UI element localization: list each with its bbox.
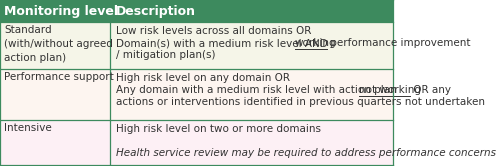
Text: Domain(s) with a medium risk level AND: Domain(s) with a medium risk level AND [116, 38, 331, 48]
Text: High risk level on two or more domains: High risk level on two or more domains [116, 124, 321, 133]
Text: High risk level on any domain OR: High risk level on any domain OR [116, 73, 290, 83]
Text: Performance support: Performance support [4, 72, 114, 83]
Text: Health service review may be required to address performance concerns: Health service review may be required to… [116, 148, 496, 158]
Bar [0, 22, 393, 69]
Text: Description: Description [116, 5, 196, 18]
Text: / mitigation plan(s): / mitigation plan(s) [116, 50, 216, 60]
Text: not working: not working [359, 85, 421, 95]
Text: Intensive: Intensive [4, 123, 52, 133]
Bar [0, 120, 393, 166]
Text: Any domain with a medium risk level with action plan: Any domain with a medium risk level with… [116, 85, 400, 95]
Text: OR any: OR any [410, 85, 451, 95]
Text: Monitoring level: Monitoring level [4, 5, 118, 18]
Bar [0, 0, 393, 22]
Text: working: working [295, 38, 337, 48]
Text: actions or interventions identified in previous quarters not undertaken: actions or interventions identified in p… [116, 97, 485, 107]
Text: Low risk levels across all domains OR: Low risk levels across all domains OR [116, 26, 312, 36]
Bar [0, 69, 393, 120]
Text: performance improvement: performance improvement [327, 38, 470, 48]
Text: Standard
(with/without agreed
action plan): Standard (with/without agreed action pla… [4, 25, 113, 63]
